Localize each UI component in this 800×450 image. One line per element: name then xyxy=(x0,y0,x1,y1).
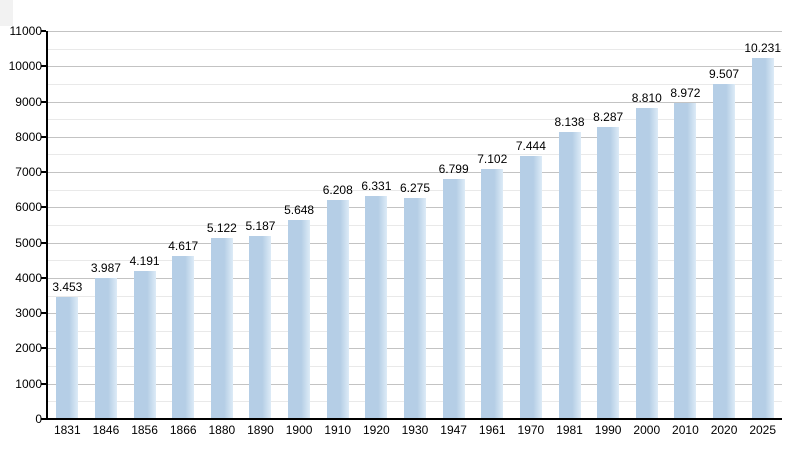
x-axis-tick-label: 2025 xyxy=(749,423,777,437)
bar-1890 xyxy=(249,236,272,419)
x-axis-tick-label: 1856 xyxy=(131,423,158,437)
x-axis-line xyxy=(46,418,782,420)
minor-gridline xyxy=(48,48,782,50)
y-axis-tick xyxy=(41,276,46,279)
bar-value-label: 8.287 xyxy=(593,109,624,124)
x-axis-tick-label: 1961 xyxy=(478,423,506,437)
y-axis-tick-label: 11000 xyxy=(9,24,42,38)
y-axis-tick xyxy=(41,171,46,174)
x-axis-tick-label: 1910 xyxy=(324,423,352,437)
minor-gridline xyxy=(48,189,782,191)
minor-gridline xyxy=(48,154,782,156)
page-corner-artifact xyxy=(0,0,13,26)
x-axis-tick-label: 1920 xyxy=(363,423,390,437)
bar-1880 xyxy=(210,238,233,419)
bar-1990 xyxy=(597,126,620,419)
bar-value-label: 4.617 xyxy=(168,239,199,254)
y-axis-tick-label: 2000 xyxy=(15,341,42,356)
major-gridline xyxy=(48,172,782,174)
x-axis-tick-label: 1846 xyxy=(92,423,120,437)
y-axis-tick-label: 5000 xyxy=(15,235,42,250)
y-axis-tick-label: 8000 xyxy=(15,129,42,144)
bar-value-label: 10.231 xyxy=(744,41,782,56)
bar-1910 xyxy=(326,200,349,419)
y-axis-tick-label: 10000 xyxy=(8,59,42,74)
bar-1970 xyxy=(519,156,542,419)
y-axis-tick xyxy=(41,65,46,68)
y-axis-tick-label: 0 xyxy=(35,412,42,426)
major-gridline xyxy=(48,136,782,138)
bar-value-label: 5.648 xyxy=(284,202,315,217)
y-axis-tick xyxy=(41,418,46,420)
bar-1866 xyxy=(172,256,195,419)
bar-value-label: 3.453 xyxy=(52,280,83,295)
bar-2000 xyxy=(635,108,658,419)
bar-value-label: 7.102 xyxy=(477,151,508,166)
y-axis-tick-label: 7000 xyxy=(15,165,42,180)
bar-2020 xyxy=(713,83,736,419)
bar-1831 xyxy=(56,297,79,419)
bar-2025 xyxy=(751,58,774,419)
x-axis-tick-label: 1866 xyxy=(169,423,197,437)
y-axis-line xyxy=(46,31,48,420)
x-axis-tick-label: 1930 xyxy=(401,423,429,437)
x-axis-tick-label: 1970 xyxy=(517,423,545,437)
bar-1846 xyxy=(94,278,117,419)
x-axis-tick-label: 1981 xyxy=(556,423,583,437)
bar-1856 xyxy=(133,271,156,419)
bar-1920 xyxy=(365,195,388,419)
x-axis-tick-label: 1890 xyxy=(247,423,274,437)
bar-1930 xyxy=(404,197,426,419)
bar-1947 xyxy=(442,179,465,419)
plot-area: 3.453 3.987 4.191 4.617 5.122 5.187 5.648 6.208… xyxy=(48,31,782,419)
bar-value-label: 6.275 xyxy=(399,180,431,195)
minor-gridline xyxy=(48,119,782,121)
y-axis-tick xyxy=(41,206,46,209)
bar-value-label: 8.810 xyxy=(631,91,662,106)
x-axis-tick-label: 1880 xyxy=(208,423,236,437)
y-axis-tick-label: 1000 xyxy=(15,376,42,391)
minor-gridline xyxy=(48,83,782,85)
major-gridline xyxy=(48,31,782,32)
y-axis-tick xyxy=(41,312,46,315)
y-axis-tick-label: 6000 xyxy=(15,200,42,215)
y-axis-tick-label: 9000 xyxy=(15,94,42,109)
bar-value-label: 8.138 xyxy=(554,114,585,129)
major-gridline xyxy=(48,66,782,68)
major-gridline xyxy=(48,101,782,103)
x-axis-tick-label: 1900 xyxy=(285,423,313,437)
x-axis-tick-label: 1947 xyxy=(440,423,467,437)
x-axis-tick-label: 1990 xyxy=(594,423,622,437)
bar-value-label: 3.987 xyxy=(90,261,121,276)
bar-2010 xyxy=(674,102,697,419)
y-axis-tick xyxy=(41,100,46,103)
bar-value-label: 5.122 xyxy=(206,221,237,236)
y-axis-tick-label: 4000 xyxy=(15,270,42,285)
y-axis-tick xyxy=(41,30,46,32)
bar-value-label: 6.331 xyxy=(361,178,392,193)
y-axis-tick xyxy=(41,135,46,138)
x-axis-tick-label: 2020 xyxy=(710,423,738,437)
bar-value-label: 4.191 xyxy=(129,254,160,269)
bar-1981 xyxy=(558,131,581,419)
x-axis-tick-label: 1831 xyxy=(53,423,81,437)
y-axis-tick xyxy=(41,347,46,350)
bar-value-label: 6.208 xyxy=(322,183,353,198)
y-axis-tick xyxy=(41,382,46,385)
x-axis-tick-label: 2000 xyxy=(633,423,661,437)
bar-1900 xyxy=(288,219,311,419)
y-axis-tick xyxy=(41,241,46,244)
x-axis-tick-label: 2010 xyxy=(672,423,699,437)
bar-value-label: 9.507 xyxy=(709,66,740,81)
bar-value-label: 8.972 xyxy=(670,85,701,100)
y-axis-tick-label: 3000 xyxy=(15,306,42,321)
bar-value-label: 6.799 xyxy=(438,162,469,177)
bar-value-label: 7.444 xyxy=(515,139,546,154)
bar-value-label: 5.187 xyxy=(245,219,276,234)
bar-1961 xyxy=(481,168,504,419)
